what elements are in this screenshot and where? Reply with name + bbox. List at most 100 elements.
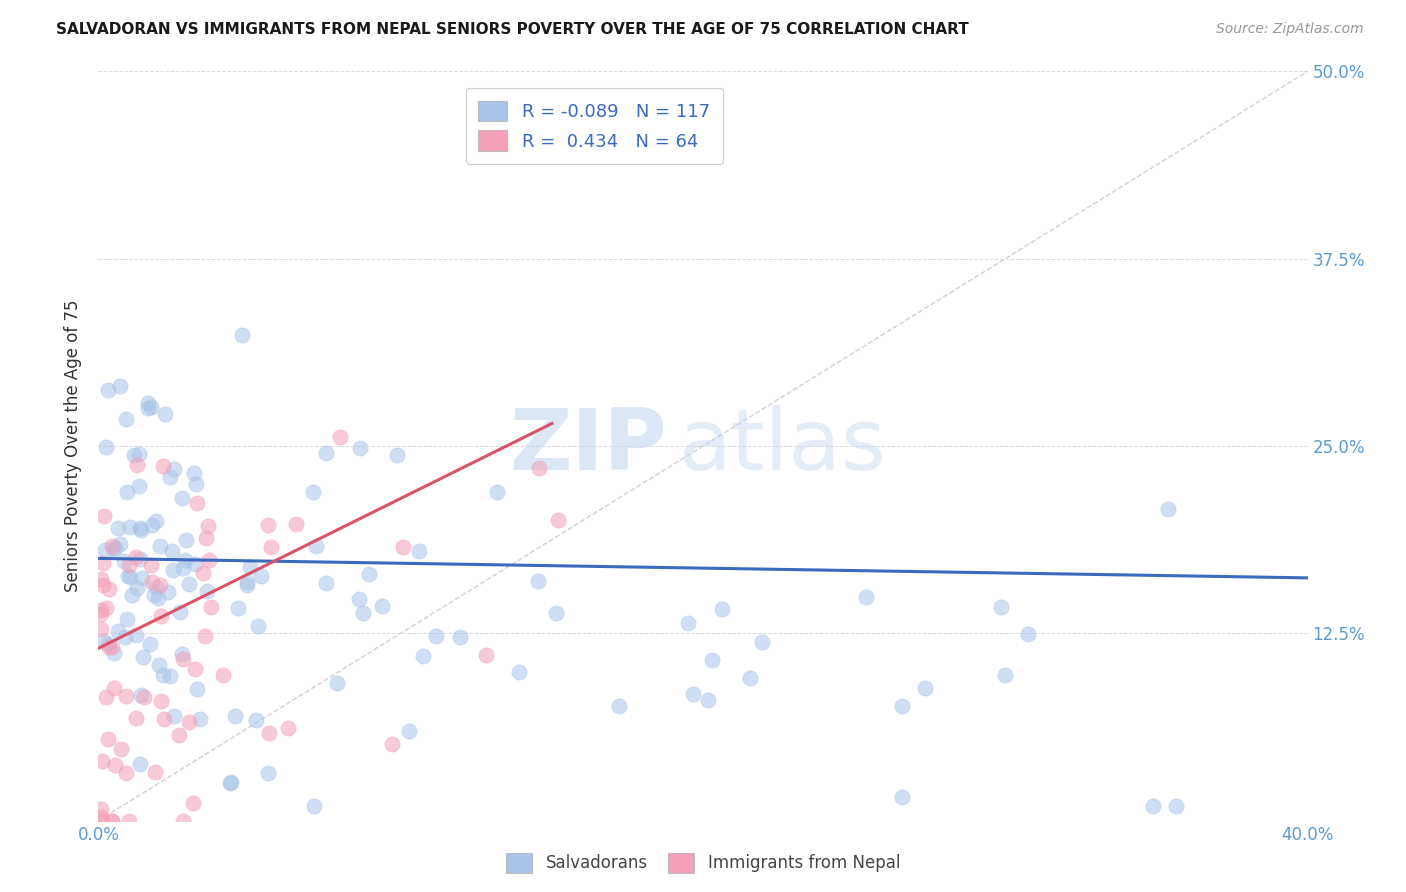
Point [132, 649, 155, 664]
Point [177, 576, 200, 591]
Point [256, 518, 278, 533]
Point [148, 657, 170, 672]
Point [112, 554, 135, 568]
Point [1017, 627, 1039, 641]
Legend: R = -0.089   N = 117, R =  0.434   N = 64: R = -0.089 N = 117, R = 0.434 N = 64 [465, 88, 723, 164]
Point [236, 578, 259, 592]
Point [1142, 798, 1164, 813]
Point [173, 553, 195, 567]
Point [108, 378, 131, 392]
Point [96, 690, 118, 704]
Point [172, 561, 194, 575]
Point [260, 541, 283, 555]
Point [547, 513, 569, 527]
Point [107, 521, 129, 535]
Point [183, 797, 205, 811]
Point [412, 648, 434, 663]
Point [177, 715, 200, 730]
Point [125, 581, 148, 595]
Point [990, 599, 1012, 614]
Point [129, 756, 152, 771]
Point [129, 521, 152, 535]
Point [110, 741, 132, 756]
Point [90, 603, 112, 617]
Point [197, 584, 219, 599]
Point [326, 676, 349, 690]
Point [152, 668, 174, 682]
Point [94, 601, 117, 615]
Point [131, 571, 153, 585]
Point [302, 798, 325, 813]
Point [197, 519, 219, 533]
Point [120, 570, 142, 584]
Point [245, 713, 267, 727]
Point [195, 531, 218, 545]
Point [115, 484, 138, 499]
Point [676, 615, 699, 630]
Point [128, 479, 150, 493]
Point [131, 688, 153, 702]
Point [121, 588, 143, 602]
Point [738, 671, 761, 685]
Point [94, 440, 117, 454]
Point [194, 629, 217, 643]
Point [231, 328, 253, 343]
Point [163, 462, 186, 476]
Point [91, 556, 114, 570]
Point [104, 757, 127, 772]
Point [186, 496, 208, 510]
Point [104, 541, 127, 556]
Point [696, 693, 718, 707]
Text: atlas: atlas [679, 404, 887, 488]
Point [1157, 501, 1180, 516]
Point [132, 690, 155, 705]
Point [183, 662, 205, 676]
Point [103, 647, 125, 661]
Point [226, 601, 249, 615]
Point [508, 665, 530, 679]
Point [153, 407, 176, 421]
Point [149, 577, 172, 591]
Point [139, 558, 162, 573]
Point [385, 448, 408, 462]
Point [329, 429, 352, 443]
Point [186, 681, 208, 696]
Point [153, 712, 176, 726]
Point [527, 461, 550, 475]
Point [129, 523, 152, 537]
Point [141, 574, 163, 589]
Point [184, 557, 207, 571]
Point [150, 609, 173, 624]
Point [250, 569, 273, 583]
Point [162, 544, 184, 558]
Point [184, 477, 207, 491]
Point [174, 533, 197, 547]
Point [162, 564, 184, 578]
Point [114, 630, 136, 644]
Point [152, 459, 174, 474]
Point [93, 509, 115, 524]
Point [136, 396, 159, 410]
Point [702, 653, 724, 667]
Point [305, 539, 328, 553]
Point [682, 687, 704, 701]
Point [315, 446, 337, 460]
Point [485, 484, 508, 499]
Point [188, 712, 211, 726]
Point [122, 448, 145, 462]
Point [607, 698, 630, 713]
Point [98, 640, 121, 654]
Point [257, 726, 280, 740]
Point [139, 400, 162, 414]
Point [90, 814, 112, 828]
Point [751, 634, 773, 648]
Point [474, 648, 496, 663]
Point [167, 728, 190, 742]
Point [100, 640, 122, 655]
Point [315, 576, 337, 591]
Point [170, 647, 193, 661]
Point [128, 447, 150, 461]
Point [200, 599, 222, 614]
Point [90, 607, 112, 622]
Point [284, 517, 307, 532]
